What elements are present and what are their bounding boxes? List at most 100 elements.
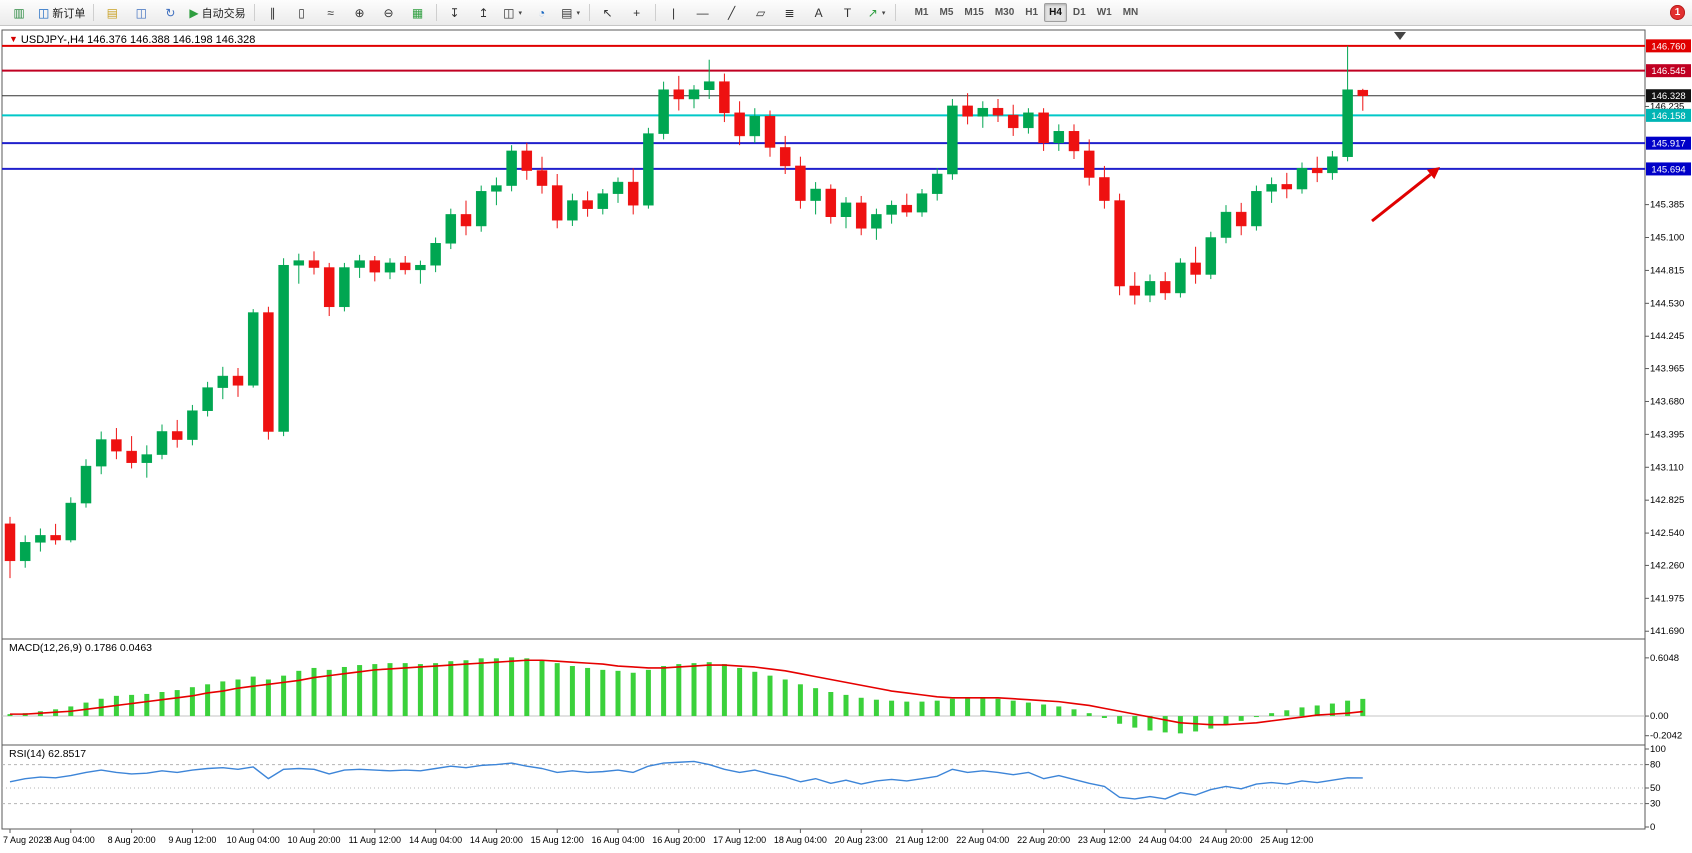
horizontal-line-icon: —	[696, 5, 709, 20]
svg-text:14 Aug 20:00: 14 Aug 20:00	[470, 835, 523, 845]
shapes-dropdown[interactable]: ↗ ▾	[863, 2, 891, 24]
timeframe-m30[interactable]: M30	[994, 7, 1015, 18]
templates-dropdown[interactable]: ▤ ▾	[557, 2, 585, 24]
autotrading-button[interactable]: ▶ 自动交易	[185, 2, 249, 24]
candle-chart-button[interactable]: ▯	[288, 2, 316, 24]
svg-text:24 Aug 04:00: 24 Aug 04:00	[1139, 835, 1192, 845]
label-button[interactable]: T	[834, 2, 862, 24]
indicators-button[interactable]: ↧	[441, 2, 469, 24]
svg-text:100: 100	[1650, 744, 1666, 755]
svg-text:30: 30	[1650, 799, 1661, 810]
autotrading-button-label: 自动交易	[201, 7, 246, 20]
template-icon: ▤	[561, 5, 573, 20]
trend-arrow[interactable]	[1371, 167, 1440, 223]
crosshair-button[interactable]: +	[623, 2, 651, 24]
toolbar: ▥ ◫ 新订单 ▤ ◫ ↻ ▶ 自动交易 ∥ ▯ ≈ ⊕ ⊖ ▦ ↧ ↥ ◫ ▾ ◔ ▤ ▾ ↖ + | — ╱ ▱ ≣ A T ↗ ▾ M1 M…	[0, 0, 1692, 26]
arrow-shape-icon: ↗	[867, 5, 878, 20]
new-order-icon: ◫	[38, 5, 50, 20]
bars-chart-icon: ∥	[269, 5, 276, 20]
svg-text:22 Aug 20:00: 22 Aug 20:00	[1017, 835, 1070, 845]
timeframe-d1[interactable]: D1	[1072, 7, 1086, 18]
refresh-icon: ↻	[165, 5, 176, 20]
indicator-window-button[interactable]: ↥	[470, 2, 498, 24]
text-icon: A	[814, 5, 823, 20]
zoom-in-icon: ⊕	[354, 5, 365, 20]
refresh-button[interactable]: ↻	[156, 2, 184, 24]
svg-text:143.395: 143.395	[1650, 429, 1684, 440]
svg-text:20 Aug 23:00: 20 Aug 23:00	[835, 835, 888, 845]
fibonacci-button[interactable]: ≣	[776, 2, 804, 24]
svg-text:23 Aug 12:00: 23 Aug 12:00	[1078, 835, 1131, 845]
vertical-line-icon: |	[672, 5, 676, 20]
svg-text:24 Aug 20:00: 24 Aug 20:00	[1199, 835, 1252, 845]
price-lines[interactable]	[2, 44, 1645, 170]
timeframe-m15[interactable]: M15	[964, 7, 984, 18]
caret-down-icon: ▾	[576, 9, 580, 17]
channel-button[interactable]: ▱	[747, 2, 775, 24]
zoom-in-button[interactable]: ⊕	[346, 2, 374, 24]
timeframe-m5[interactable]: M5	[939, 7, 954, 18]
svg-text:142.825: 142.825	[1650, 495, 1684, 506]
svg-text:8 Aug 04:00: 8 Aug 04:00	[47, 835, 95, 845]
svg-text:16 Aug 04:00: 16 Aug 04:00	[591, 835, 644, 845]
tile-windows-button[interactable]: ▦	[404, 2, 432, 24]
candles-chart-icon: ▯	[298, 5, 305, 20]
zoom-out-button[interactable]: ⊖	[375, 2, 403, 24]
zoom-out-icon: ⊖	[383, 5, 394, 20]
cursor-button[interactable]: ↖	[594, 2, 622, 24]
svg-text:142.540: 142.540	[1650, 528, 1684, 539]
timeframe-h4[interactable]: H4	[1044, 3, 1067, 22]
notification-badge[interactable]: 1	[1670, 5, 1685, 20]
svg-text:145.694: 145.694	[1651, 164, 1685, 175]
charts-icon: ▤	[106, 5, 119, 20]
svg-text:25 Aug 12:00: 25 Aug 12:00	[1260, 835, 1313, 845]
svg-text:146.760: 146.760	[1651, 41, 1685, 52]
svg-text:143.110: 143.110	[1650, 462, 1684, 473]
price-axis: 146.235 145.385 145.100 144.815 144.530 144.2…	[1645, 101, 1684, 637]
svg-text:-0.2042: -0.2042	[1650, 731, 1682, 742]
autoscroll-button[interactable]: ◔	[528, 2, 556, 24]
svg-text:22 Aug 04:00: 22 Aug 04:00	[956, 835, 1009, 845]
svg-text:142.260: 142.260	[1650, 560, 1684, 571]
label-icon: T	[843, 5, 852, 20]
svg-text:50: 50	[1650, 783, 1661, 794]
trendline-button[interactable]: ╱	[718, 2, 746, 24]
channel-icon: ▱	[755, 5, 766, 20]
timeframe-w1[interactable]: W1	[1096, 7, 1112, 18]
new-chart-button[interactable]: ▥	[5, 2, 33, 24]
tile-windows-icon: ▦	[411, 5, 424, 20]
svg-text:146.158: 146.158	[1651, 111, 1685, 122]
new-chart-dropdown[interactable]: ◫ ▾	[499, 2, 527, 24]
vertical-line-button[interactable]: |	[660, 2, 688, 24]
svg-text:146.545: 146.545	[1651, 66, 1685, 77]
profiles-button[interactable]: ◫	[127, 2, 155, 24]
timeframe-mn[interactable]: MN	[1122, 7, 1139, 18]
play-icon: ▶	[189, 5, 199, 20]
charts-button[interactable]: ▤	[98, 2, 126, 24]
new-order-button-label: 新订单	[52, 7, 86, 20]
svg-text:146.235: 146.235	[1650, 101, 1684, 112]
bar-chart-button[interactable]: ∥	[259, 2, 287, 24]
toolbar-separator	[253, 4, 255, 21]
crosshair-icon: +	[633, 5, 641, 20]
text-button[interactable]: A	[805, 2, 833, 24]
chart-frame	[1, 29, 1646, 830]
timeframe-h1[interactable]: H1	[1025, 7, 1039, 18]
horizontal-line-button[interactable]: —	[689, 2, 717, 24]
toolbar-separator	[894, 4, 896, 21]
svg-text:14 Aug 04:00: 14 Aug 04:00	[409, 835, 462, 845]
new-order-button[interactable]: ◫ 新订单	[34, 2, 89, 24]
svg-text:146.328: 146.328	[1651, 91, 1685, 102]
line-chart-button[interactable]: ≈	[317, 2, 345, 24]
svg-text:141.690: 141.690	[1650, 626, 1684, 637]
toolbar-separator	[93, 4, 95, 21]
caret-down-icon: ▾	[881, 9, 886, 17]
clock-icon: ◔	[537, 5, 546, 20]
timeframe-m1[interactable]: M1	[914, 7, 929, 18]
svg-text:21 Aug 12:00: 21 Aug 12:00	[895, 835, 948, 845]
svg-text:18 Aug 04:00: 18 Aug 04:00	[774, 835, 827, 845]
svg-text:8 Aug 20:00: 8 Aug 20:00	[108, 835, 156, 845]
